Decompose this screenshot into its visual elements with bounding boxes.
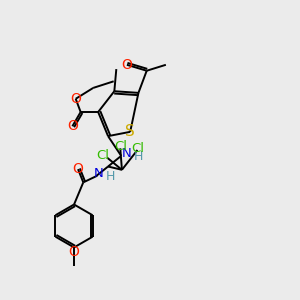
Text: N: N	[122, 148, 132, 160]
Text: H: H	[134, 150, 143, 163]
Text: O: O	[70, 92, 81, 106]
Text: O: O	[73, 162, 83, 176]
Text: S: S	[125, 124, 135, 139]
Text: O: O	[67, 119, 78, 133]
Text: N: N	[94, 167, 104, 180]
Text: O: O	[69, 245, 80, 260]
Text: Cl: Cl	[131, 142, 144, 155]
Text: O: O	[122, 58, 132, 72]
Text: Cl: Cl	[97, 149, 110, 162]
Text: H: H	[106, 170, 115, 183]
Text: Cl: Cl	[114, 140, 127, 153]
